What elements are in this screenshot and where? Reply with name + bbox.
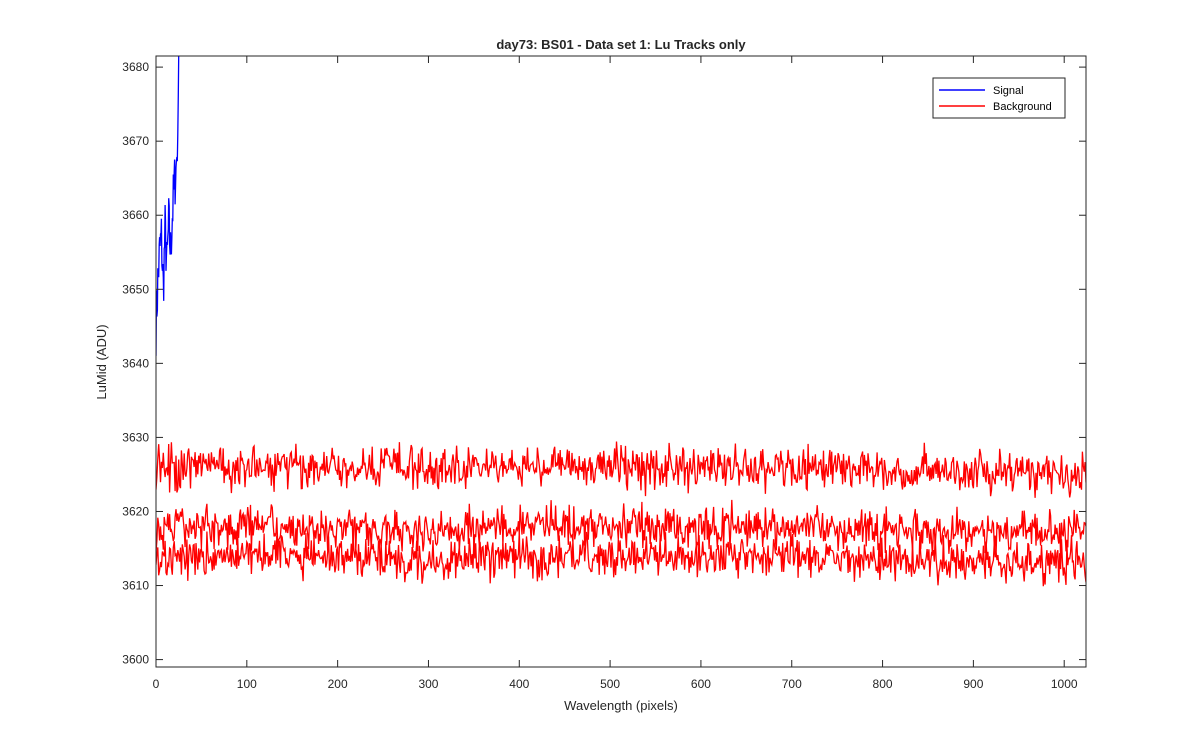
series-line-background-3	[156, 531, 1086, 587]
series-line-signal-0	[156, 56, 180, 356]
x-tick-label: 800	[873, 677, 893, 691]
x-tick-label: 400	[509, 677, 529, 691]
x-tick-label: 900	[963, 677, 983, 691]
series-line-background-2	[156, 499, 1086, 557]
y-tick-label: 3640	[122, 356, 149, 370]
chart-title: day73: BS01 - Data set 1: Lu Tracks only	[496, 37, 746, 52]
x-tick-label: 0	[153, 677, 160, 691]
series-line-background-1	[156, 441, 1086, 498]
x-tick-label: 100	[237, 677, 257, 691]
legend: Signal Background	[932, 77, 1066, 119]
x-tick-label: 200	[328, 677, 348, 691]
plot-background	[156, 56, 1086, 667]
y-tick-label: 3610	[122, 579, 149, 593]
x-tick-label: 600	[691, 677, 711, 691]
x-tick-label: 1000	[1051, 677, 1078, 691]
y-tick-label: 3680	[122, 60, 149, 74]
series-layer	[156, 56, 1086, 587]
x-tick-label: 500	[600, 677, 620, 691]
y-tick-label: 3620	[122, 504, 149, 518]
legend-label-background: Background	[993, 101, 1052, 113]
legend-box	[932, 77, 1066, 119]
x-tick-label: 700	[782, 677, 802, 691]
legend-label-signal: Signal	[993, 85, 1024, 97]
y-tick-label: 3660	[122, 208, 149, 222]
y-tick-label: 3630	[122, 430, 149, 444]
x-axis-label: Wavelength (pixels)	[564, 698, 678, 713]
plot-area	[156, 56, 1086, 667]
y-tick-label: 3670	[122, 134, 149, 148]
x-tick-label: 300	[418, 677, 438, 691]
axes: 0 100 200 300 400 500 600 700 800 900 1000 3600 3610…	[122, 55, 1087, 691]
y-tick-label: 3600	[122, 653, 149, 667]
axes-box	[155, 55, 1087, 668]
y-axis-label: LuMid (ADU)	[94, 324, 109, 399]
y-tick-label: 3650	[122, 282, 149, 296]
